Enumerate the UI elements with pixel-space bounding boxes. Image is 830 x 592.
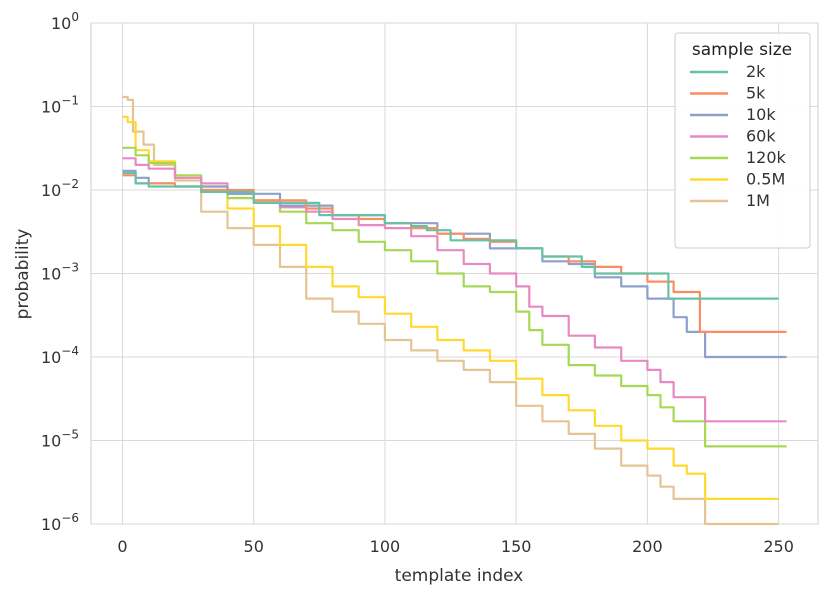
legend-title: sample size — [692, 40, 792, 60]
x-axis-label: template index — [395, 566, 524, 586]
series-line-2k — [122, 171, 779, 300]
legend-label-60k: 60k — [746, 127, 776, 146]
x-axis-ticks: 0 50 100 150 200 250 — [117, 537, 794, 556]
y-tick-label: 10−1 — [41, 94, 79, 117]
legend-label-1M: 1M — [746, 191, 770, 210]
y-tick-label: 10−2 — [41, 177, 79, 200]
x-tick-label: 150 — [501, 537, 532, 556]
y-axis-ticks: 10−6 10−5 10−4 10−3 10−2 10−1 100 — [41, 10, 79, 534]
y-tick-label: 10−6 — [41, 511, 79, 534]
legend-label-5k: 5k — [746, 84, 766, 103]
series-line-60k — [122, 157, 787, 423]
legend-label-10k: 10k — [746, 105, 776, 124]
y-axis-label: probability — [13, 229, 33, 320]
legend-label-0.5M: 0.5M — [746, 170, 785, 189]
legend-frame — [674, 32, 811, 249]
x-tick-label: 0 — [117, 537, 127, 556]
legend-items: 2k 5k 10k 60k 120k 0.5M 1M — [690, 62, 787, 210]
y-tick-label: 100 — [51, 10, 79, 33]
x-tick-label: 100 — [370, 537, 401, 556]
x-tick-label: 200 — [632, 537, 663, 556]
y-tick-label: 10−5 — [41, 428, 79, 451]
legend: sample size 2k 5k 10k 60k 120k 0.5M 1M — [674, 32, 811, 249]
legend-label-120k: 120k — [746, 148, 787, 167]
x-tick-label: 50 — [244, 537, 264, 556]
y-tick-label: 10−4 — [41, 344, 79, 367]
legend-label-2k: 2k — [746, 62, 766, 81]
x-tick-label: 250 — [763, 537, 794, 556]
y-tick-label: 10−3 — [41, 261, 79, 284]
series-layer — [122, 95, 787, 526]
